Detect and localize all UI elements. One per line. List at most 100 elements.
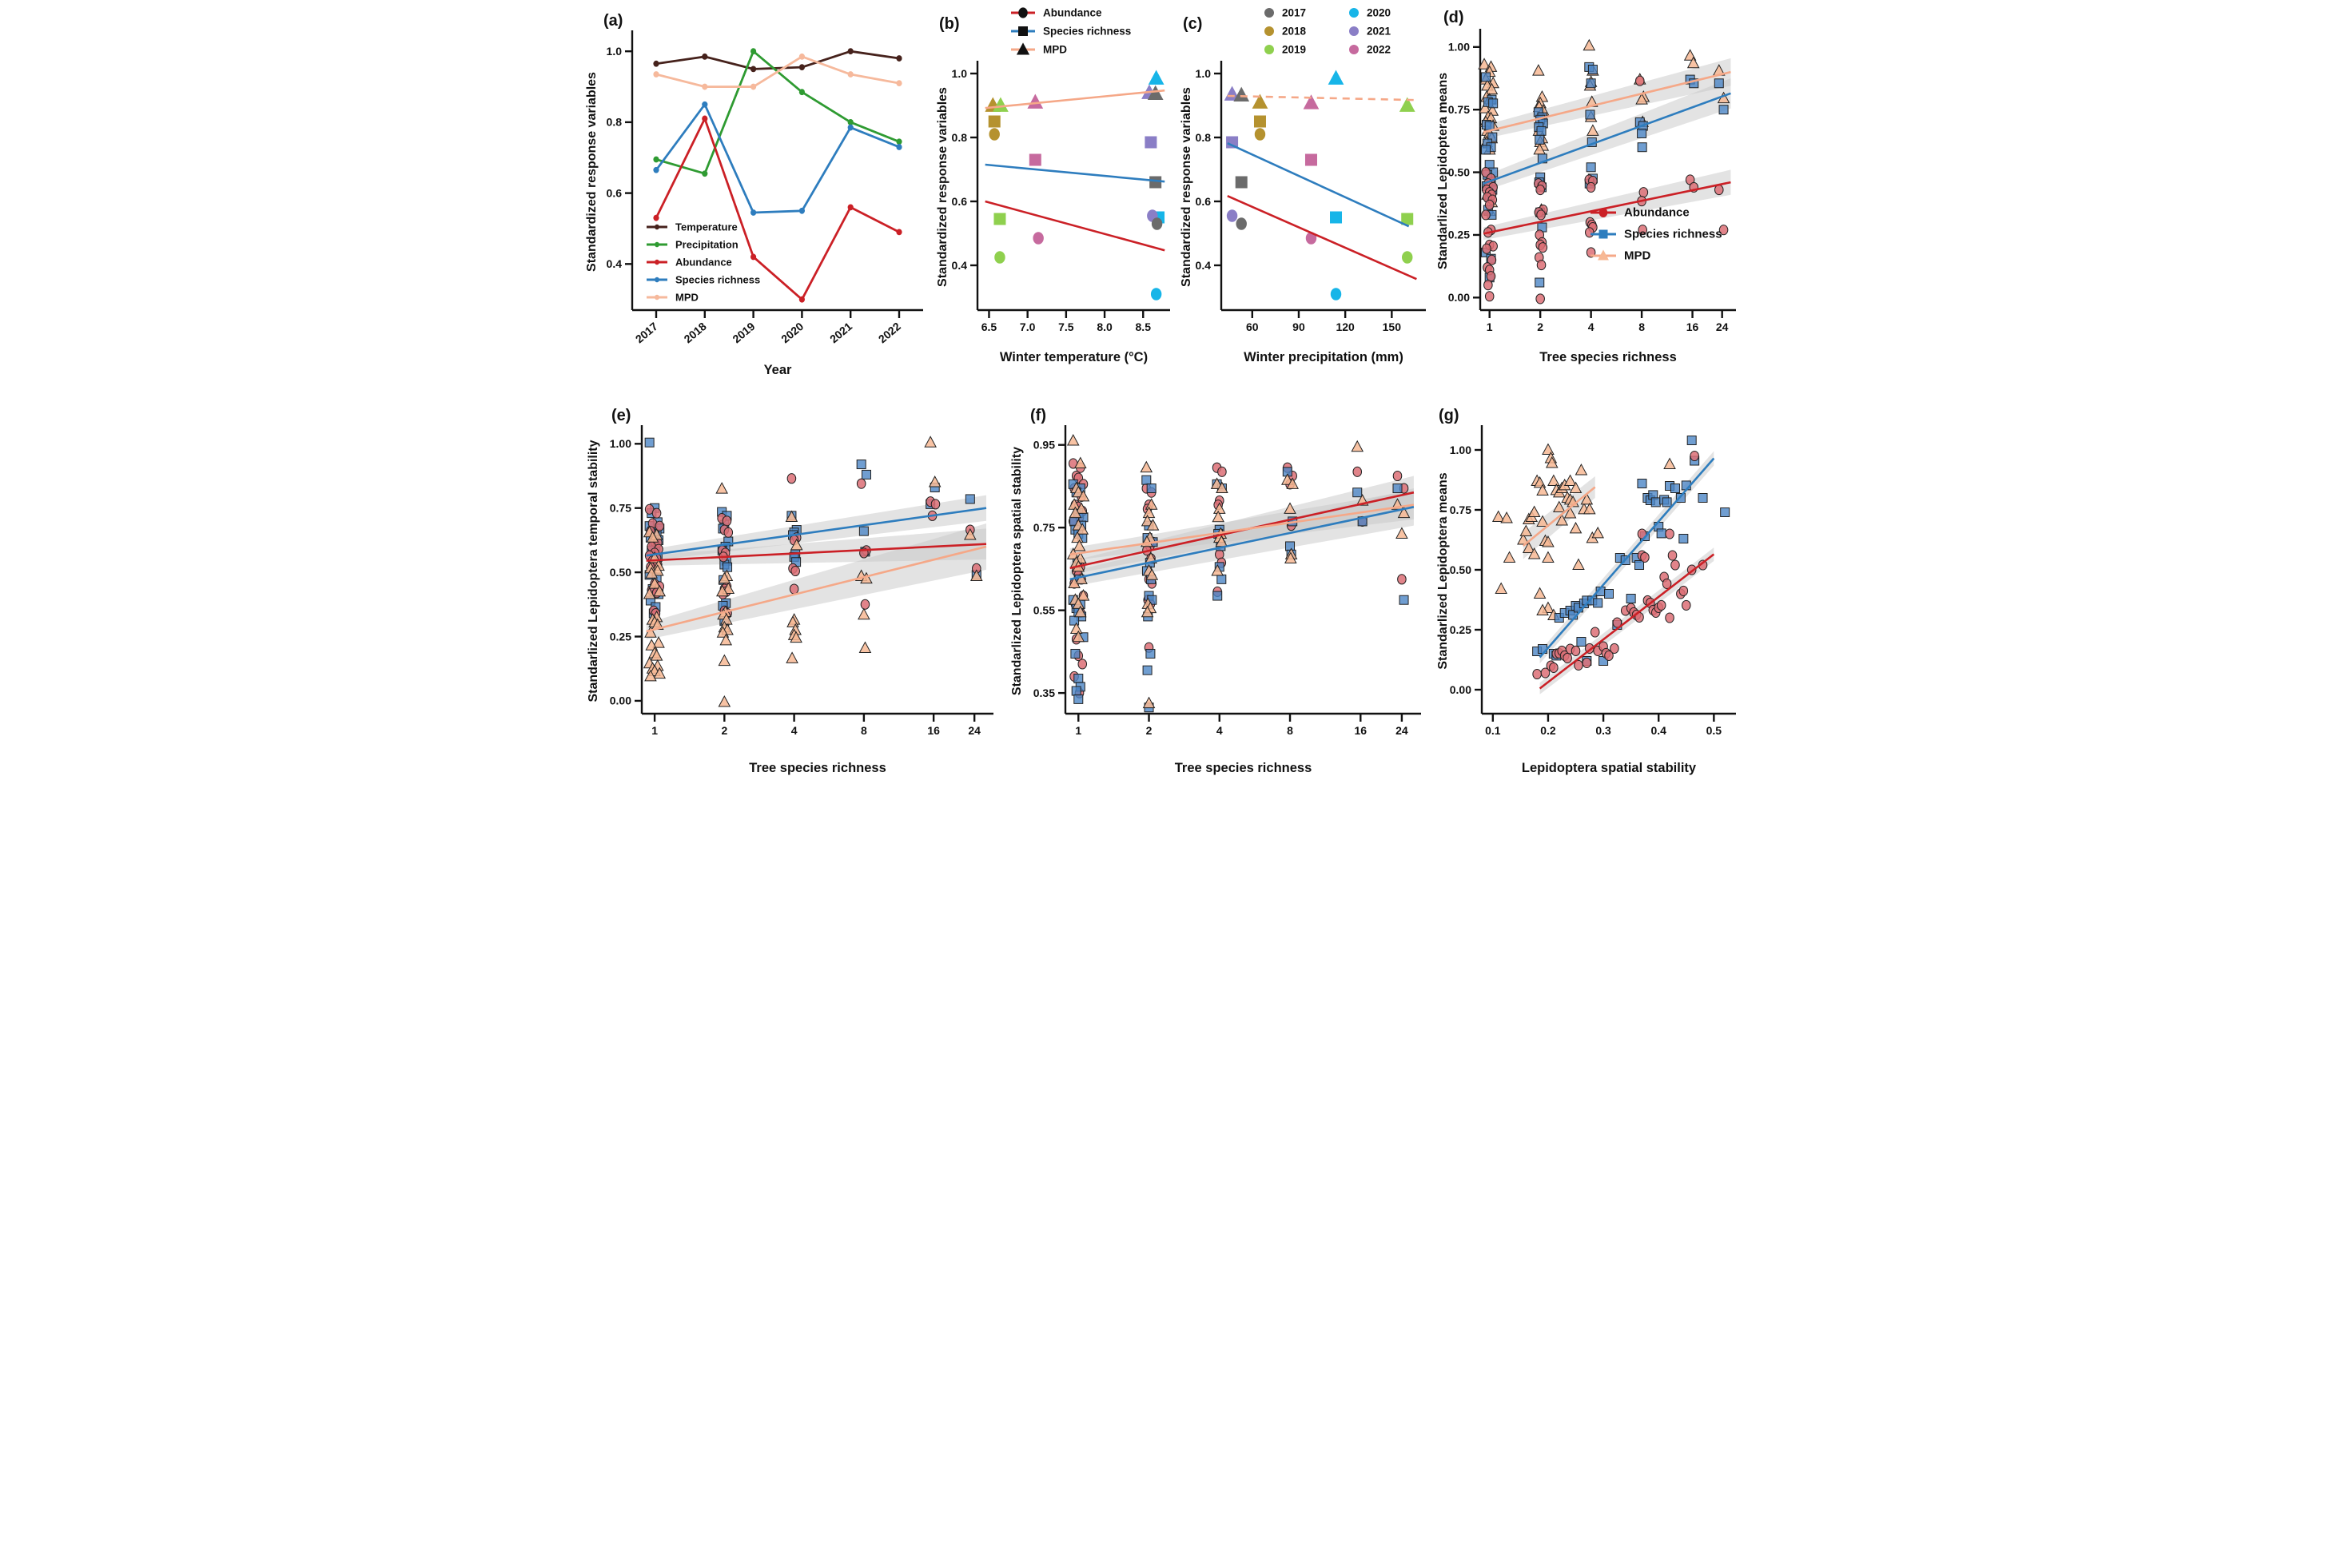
point-circle-icon bbox=[1718, 225, 1728, 236]
point-triangle-icon bbox=[1350, 440, 1364, 452]
point-triangle-icon bbox=[718, 654, 731, 667]
point-circle-icon bbox=[1590, 627, 1599, 638]
y-tick-label: 0.6 bbox=[951, 195, 967, 208]
legend-label: 2020 bbox=[1367, 7, 1391, 19]
point-triangle-icon bbox=[1499, 511, 1513, 523]
point-square-icon bbox=[1534, 277, 1544, 288]
x-tick-label: 24 bbox=[1395, 724, 1408, 737]
legend-label: MPD bbox=[1624, 249, 1651, 263]
trend-line-abundance bbox=[646, 543, 986, 562]
point-circle-icon bbox=[1664, 528, 1674, 539]
point-triangle-icon bbox=[1066, 434, 1080, 446]
point-square-icon bbox=[861, 469, 871, 480]
x-tick-label: 2 bbox=[721, 724, 727, 737]
point-circle-icon bbox=[988, 128, 1000, 141]
point-square-icon bbox=[1073, 694, 1083, 704]
point-circle-icon bbox=[1535, 293, 1545, 304]
point-circle-icon bbox=[790, 565, 800, 577]
x-tick-label: 4 bbox=[1216, 724, 1222, 737]
legend-circle-icon bbox=[1017, 7, 1028, 18]
trend-line-mpd bbox=[1227, 94, 1416, 101]
legend-dot-icon bbox=[1264, 8, 1274, 18]
point-triangle-icon bbox=[1211, 510, 1224, 523]
trend-line-mpd bbox=[1069, 503, 1414, 556]
series-point-icon bbox=[701, 115, 707, 122]
point-triangle-icon bbox=[1284, 551, 1297, 563]
x-tick-label: 2018 bbox=[681, 320, 708, 345]
point-square-icon bbox=[1637, 142, 1647, 153]
point-triangle-icon bbox=[715, 584, 729, 597]
axes: 1 2 4 8 16 240.000.250.500.751.00 bbox=[1447, 29, 1736, 333]
y-tick-label: 0.8 bbox=[1195, 131, 1211, 144]
point-triangle-icon bbox=[646, 531, 659, 543]
series-point-icon bbox=[847, 204, 854, 211]
point-square-icon bbox=[1149, 176, 1161, 189]
point-square-icon bbox=[1592, 598, 1602, 608]
point-triangle-icon bbox=[928, 476, 941, 488]
point-triangle-icon bbox=[1527, 547, 1540, 559]
series-point-icon bbox=[847, 71, 854, 78]
y-tick-label: 0.6 bbox=[606, 186, 622, 199]
point-triangle-icon bbox=[1634, 93, 1648, 105]
point-triangle-icon bbox=[1586, 124, 1599, 136]
point-circle-icon bbox=[1689, 450, 1699, 462]
y-tick-label: 0.25 bbox=[609, 630, 631, 643]
legend-dot-icon bbox=[1264, 45, 1274, 54]
point-circle-icon bbox=[1401, 251, 1412, 264]
legend-dot-icon bbox=[1348, 8, 1359, 18]
y-axis-title: Standardized response variables bbox=[936, 87, 950, 287]
point-circle-icon bbox=[1235, 217, 1247, 230]
point-square-icon bbox=[1626, 594, 1636, 603]
y-tick-label: 0.8 bbox=[606, 116, 622, 129]
point-circle-icon bbox=[1548, 662, 1559, 673]
point-triangle-icon bbox=[1535, 515, 1549, 527]
y-tick-label: 0.4 bbox=[1195, 259, 1211, 272]
y-tick-label: 0.55 bbox=[1033, 603, 1054, 616]
series-point-icon bbox=[798, 64, 805, 71]
point-circle-icon bbox=[1150, 288, 1161, 300]
points-abundance bbox=[1480, 75, 1728, 304]
point-square-icon bbox=[1587, 65, 1598, 75]
series-point-icon bbox=[701, 101, 707, 108]
trend-line-mpd bbox=[1483, 70, 1731, 133]
x-axis-title: Tree species richness bbox=[1174, 761, 1312, 775]
panel-b: 6.5 7.0 7.5 8.0 8.5 0.4 0.6 0.8 1.0 Winter temper… bbox=[934, 0, 1178, 392]
series-point-icon bbox=[652, 166, 659, 173]
point-circle-icon bbox=[1535, 209, 1546, 221]
series-abundance bbox=[652, 115, 902, 303]
point-triangle-icon bbox=[1077, 489, 1089, 502]
series-point-icon bbox=[847, 118, 854, 125]
figure-row-bottom: 1 2 4 8 16 24 0.00 0.25 0.50 0.75 1.00 Tree species… bbox=[583, 392, 1747, 784]
point-square-icon bbox=[1536, 125, 1547, 136]
x-tick-label: 1 bbox=[651, 724, 658, 737]
points-mpd bbox=[643, 436, 983, 707]
point-square-icon bbox=[1480, 145, 1491, 155]
y-tick-label: 1.0 bbox=[951, 67, 967, 80]
y-tick-label: 1.0 bbox=[606, 45, 622, 58]
point-circle-icon bbox=[1486, 271, 1495, 282]
point-triangle-icon bbox=[1145, 498, 1157, 510]
point-circle-icon bbox=[786, 473, 796, 484]
point-square-icon bbox=[1069, 648, 1080, 659]
point-square-icon bbox=[1391, 484, 1402, 494]
point-triangle-icon bbox=[1069, 506, 1081, 519]
y-tick-label: 0.35 bbox=[1033, 686, 1054, 699]
point-triangle-icon bbox=[1541, 443, 1555, 456]
trend-line-species-richness bbox=[1539, 457, 1714, 659]
y-tick-label: 1.00 bbox=[1449, 444, 1471, 456]
point-triangle-icon bbox=[1074, 502, 1088, 514]
point-square-icon bbox=[1069, 615, 1079, 626]
point-triangle-icon bbox=[858, 641, 871, 654]
x-tick-label: 24 bbox=[968, 724, 981, 737]
point-triangle-icon bbox=[1399, 97, 1415, 112]
legend-dot-icon bbox=[1348, 26, 1359, 36]
point-triangle-icon bbox=[1215, 481, 1228, 494]
series-line bbox=[655, 117, 900, 301]
y-tick-label: 0.8 bbox=[951, 131, 967, 144]
point-circle-icon bbox=[1612, 617, 1622, 628]
point-triangle-icon bbox=[1583, 38, 1595, 51]
series-point-icon bbox=[750, 209, 756, 216]
point-triangle-icon bbox=[1563, 507, 1576, 519]
panel-tag: (c) bbox=[1183, 15, 1202, 33]
y-tick-label: 0.4 bbox=[606, 257, 622, 270]
